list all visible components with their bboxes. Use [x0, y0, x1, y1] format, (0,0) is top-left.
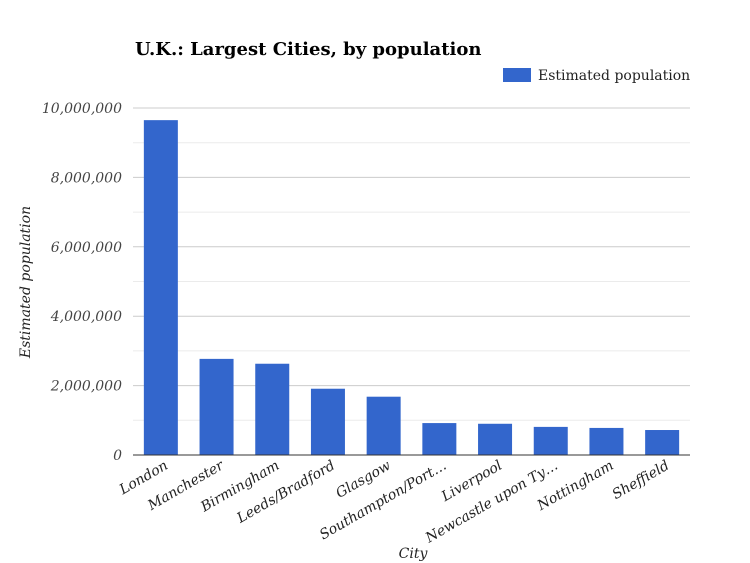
bar-newcastle-upon-ty-[interactable] [533, 426, 568, 455]
y-tick-label: 2,000,000 [50, 379, 122, 395]
bar-sheffield[interactable] [645, 430, 680, 455]
x-tick-label: Leeds/Bradford [234, 458, 338, 528]
bar-birmingham[interactable] [255, 363, 290, 455]
legend-swatch [503, 68, 531, 82]
bar-leeds-bradford[interactable] [310, 388, 345, 455]
y-axis-title: Estimated population [18, 206, 34, 359]
y-tick-label: 0 [113, 448, 122, 464]
bar-liverpool[interactable] [478, 423, 513, 455]
bar-manchester[interactable] [199, 358, 234, 455]
y-tick-label: 4,000,000 [50, 309, 122, 325]
x-axis-title: City [399, 546, 429, 562]
legend-label[interactable]: Estimated population [538, 68, 690, 84]
bar-glasgow[interactable] [366, 396, 401, 455]
y-tick-label: 10,000,000 [42, 101, 122, 117]
bar-southampton-port-[interactable] [422, 423, 457, 455]
chart-title: U.K.: Largest Cities, by population [135, 39, 481, 60]
y-tick-label: 8,000,000 [51, 170, 122, 186]
bar-london[interactable] [143, 120, 178, 456]
bar-nottingham[interactable] [589, 427, 624, 455]
x-tick-label: Sheffield [610, 458, 673, 503]
y-tick-label: 6,000,000 [51, 240, 122, 256]
